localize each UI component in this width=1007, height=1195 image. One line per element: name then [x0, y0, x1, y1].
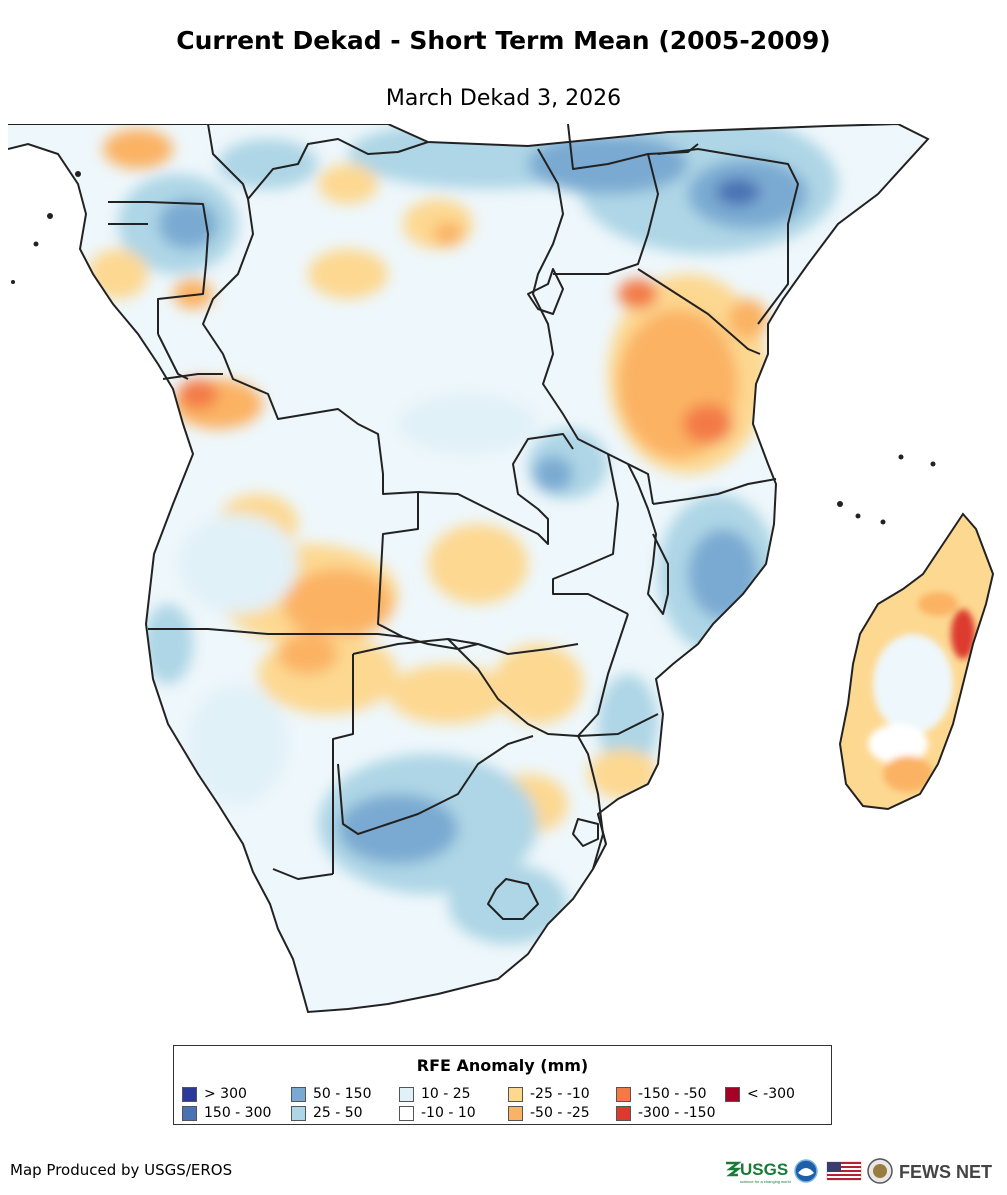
page-subtitle: March Dekad 3, 2026	[385, 86, 622, 111]
us-flag-icon	[826, 1161, 862, 1181]
legend-swatch	[399, 1105, 414, 1121]
legend-item: -300 - -150	[616, 1105, 716, 1121]
legend-item: -25 - -10	[508, 1086, 590, 1102]
partner-logos: USGS science for a changing world FEWS N…	[726, 1158, 992, 1184]
madagascar	[838, 512, 995, 811]
legend-title: RFE Anomaly (mm)	[416, 1056, 589, 1075]
legend-item: -10 - 10	[399, 1105, 476, 1121]
africa-coastline	[8, 124, 930, 1014]
legend-item: > 300	[182, 1086, 247, 1102]
state-dept-seal-icon	[867, 1158, 893, 1184]
usgs-logo-text: USGS	[740, 1160, 788, 1179]
legend-swatch	[616, 1086, 631, 1102]
legend-item: < -300	[725, 1086, 795, 1102]
legend-item: 50 - 150	[291, 1086, 372, 1102]
legend-label: 50 - 150	[313, 1086, 372, 1102]
page-title: Current Dekad - Short Term Mean (2005-20…	[176, 26, 831, 55]
legend-item: 10 - 25	[399, 1086, 471, 1102]
legend-swatch	[616, 1105, 631, 1121]
legend-swatch	[182, 1105, 197, 1121]
noaa-logo-icon	[794, 1159, 818, 1183]
legend-label: 25 - 50	[313, 1105, 363, 1121]
rainfall-anomaly-field	[88, 124, 838, 944]
legend-label: 10 - 25	[421, 1086, 471, 1102]
legend-swatch	[291, 1086, 306, 1102]
legend-item: -150 - -50	[616, 1086, 707, 1102]
legend-item: -50 - -25	[508, 1105, 590, 1121]
legend-swatch	[291, 1105, 306, 1121]
legend-item: 25 - 50	[291, 1105, 363, 1121]
legend-label: -10 - 10	[421, 1105, 476, 1121]
legend-label: -50 - -25	[530, 1105, 590, 1121]
legend-label: > 300	[204, 1086, 247, 1102]
usgs-tagline: science for a changing world	[740, 1179, 791, 1184]
legend-swatch	[508, 1086, 523, 1102]
legend-swatch	[725, 1086, 740, 1102]
legend-label: -25 - -10	[530, 1086, 590, 1102]
legend-label: -300 - -150	[638, 1105, 716, 1121]
legend-swatch	[508, 1105, 523, 1121]
legend-swatch	[399, 1086, 414, 1102]
legend-swatch	[182, 1086, 197, 1102]
map-credit: Map Produced by USGS/EROS	[10, 1161, 233, 1179]
legend-label: 150 - 300	[204, 1105, 272, 1121]
usgs-logo: USGS science for a changing world	[726, 1160, 791, 1184]
africa-landmass	[8, 124, 930, 1014]
islands	[11, 171, 936, 525]
legend-label: -150 - -50	[638, 1086, 707, 1102]
fews-net-logo: FEWS NET	[899, 1162, 992, 1182]
country-borders	[108, 124, 799, 920]
legend-item: 150 - 300	[182, 1105, 271, 1121]
anomaly-map	[8, 124, 995, 1014]
legend: RFE Anomaly (mm) > 300 150 - 300 50 - 15…	[173, 1045, 832, 1125]
legend-label: < -300	[747, 1086, 795, 1102]
